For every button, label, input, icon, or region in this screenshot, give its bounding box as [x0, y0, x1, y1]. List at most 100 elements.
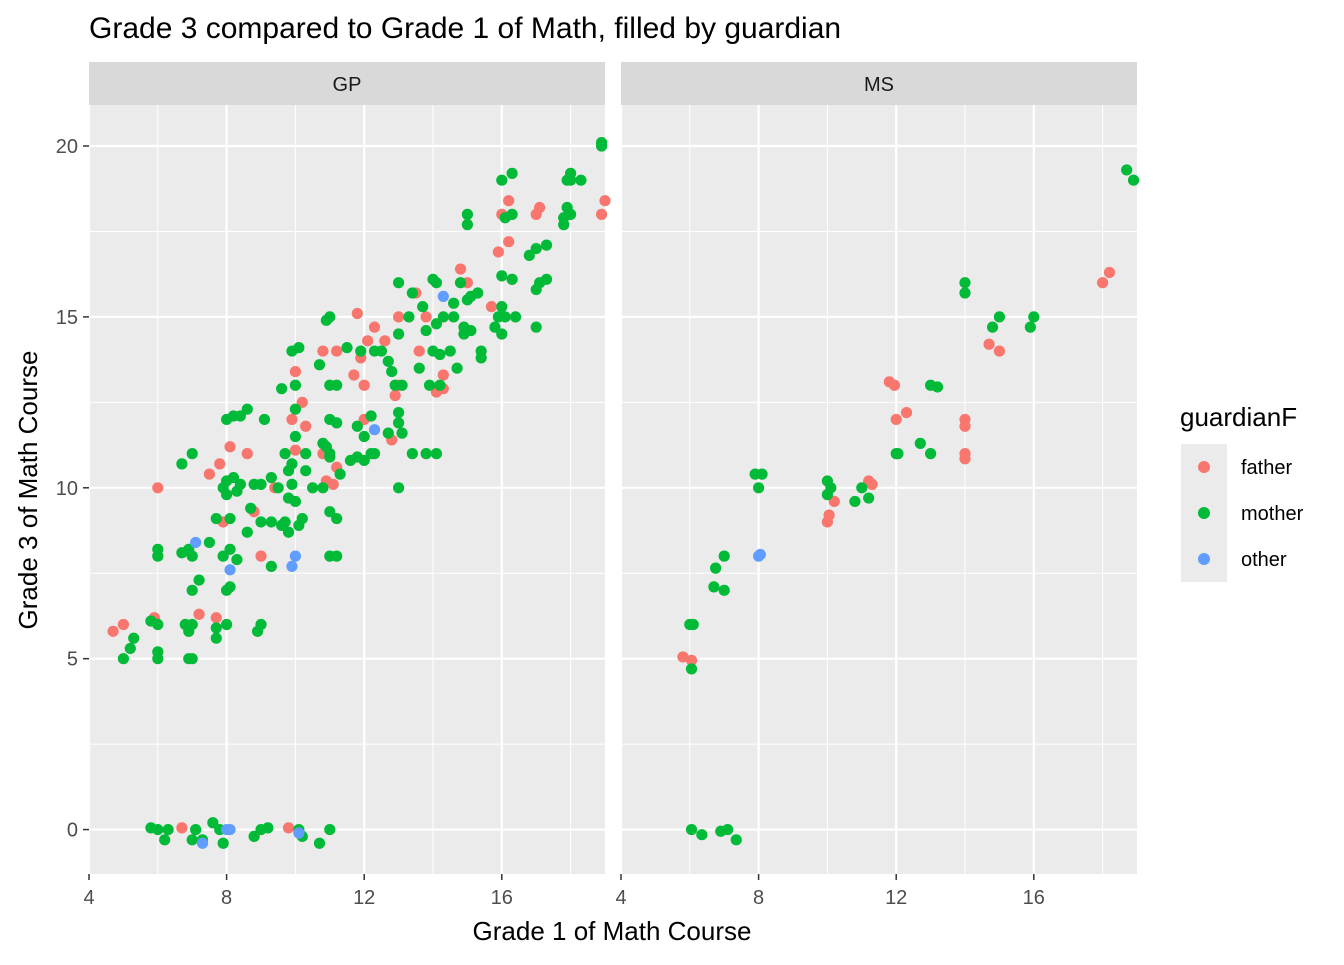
point-mother-gp [221, 618, 233, 631]
point-mother-gp [393, 407, 405, 419]
point-mother-gp [506, 273, 518, 285]
point-mother-gp [207, 817, 219, 829]
point-mother-gp [472, 287, 484, 299]
point-mother-gp [221, 489, 233, 501]
point-mother-ms [856, 482, 868, 494]
point-father-gp [595, 208, 608, 220]
point-mother-ms [849, 495, 861, 508]
x-tick-label: 4 [615, 887, 626, 909]
point-mother-ms [685, 823, 698, 836]
point-father-gp [286, 413, 298, 426]
point-mother-ms [710, 562, 722, 574]
point-mother-ms [718, 550, 730, 562]
point-mother-gp [496, 174, 508, 186]
point-mother-gp [499, 311, 511, 323]
point-other-gp [437, 290, 449, 302]
point-mother-gp [382, 427, 394, 439]
point-mother-gp [523, 249, 535, 261]
point-father-gp [503, 236, 515, 248]
point-mother-gp [265, 471, 277, 484]
point-mother-gp [313, 359, 326, 371]
point-mother-gp [406, 287, 418, 299]
point-mother-gp [461, 208, 473, 220]
point-mother-gp [451, 362, 463, 374]
point-mother-gp [565, 208, 577, 220]
point-father-gp [117, 618, 129, 631]
point-mother-gp [530, 321, 542, 333]
point-father-gp [176, 822, 188, 834]
chart-title: Grade 3 compared to Grade 1 of Math, fil… [89, 12, 841, 45]
point-mother-gp [358, 430, 370, 443]
y-tick-label: 5 [67, 649, 78, 671]
point-father-gp [193, 608, 205, 620]
point-mother-gp [496, 328, 508, 340]
point-mother-gp [351, 420, 363, 432]
point-mother-gp [265, 560, 277, 573]
point-father-ms [823, 509, 835, 521]
point-father-ms [900, 407, 913, 419]
point-mother-gp [255, 516, 267, 528]
point-other-gp [368, 424, 381, 436]
point-father-gp [389, 389, 401, 402]
x-tick-label: 12 [885, 887, 907, 909]
point-father-ms [983, 338, 995, 350]
point-mother-ms [696, 829, 708, 841]
point-mother-gp [217, 837, 229, 849]
point-father-gp [107, 625, 119, 637]
x-axis-ticks-gp: 4 8 12 16 [83, 874, 513, 909]
point-mother-gp [489, 321, 501, 333]
point-father-gp [152, 482, 164, 494]
point-mother-gp [448, 297, 460, 309]
point-mother-gp [437, 311, 449, 323]
point-father-gp [241, 448, 253, 460]
point-mother-ms [730, 834, 742, 846]
point-mother-ms [1024, 321, 1036, 333]
point-mother-gp [300, 465, 312, 477]
point-mother-gp [420, 448, 432, 460]
point-mother-gp [365, 410, 377, 422]
point-mother-gp [313, 837, 326, 849]
point-mother-gp [262, 822, 274, 834]
point-mother-gp [241, 403, 253, 415]
panel-background-ms [621, 105, 1137, 874]
point-mother-ms [931, 381, 944, 393]
point-mother-ms [1121, 164, 1133, 176]
point-mother-gp [231, 553, 243, 566]
point-mother-gp [396, 427, 408, 439]
point-father-gp [358, 379, 370, 391]
point-mother-gp [152, 823, 164, 836]
point-mother-gp [186, 653, 198, 665]
legend-items: father mother other [1198, 457, 1304, 571]
point-father-gp [348, 369, 360, 381]
point-mother-gp [162, 823, 174, 836]
point-father-ms [890, 413, 902, 426]
point-father-gp [317, 345, 329, 357]
point-mother-gp [324, 311, 336, 323]
point-other-gp [190, 536, 202, 549]
point-mother-ms [863, 492, 875, 504]
legend-key-mother [1198, 507, 1210, 519]
point-father-gp [300, 420, 312, 432]
point-mother-ms [1028, 311, 1040, 323]
point-father-gp [214, 458, 226, 470]
point-mother-ms [986, 321, 999, 333]
y-tick-label: 15 [56, 307, 78, 329]
point-mother-gp [300, 448, 312, 460]
point-mother-ms [892, 448, 904, 460]
point-mother-gp [540, 239, 553, 251]
strip-background-gp [89, 62, 605, 105]
point-mother-gp [190, 823, 202, 836]
legend-label-other: other [1241, 549, 1287, 571]
point-father-gp [331, 345, 343, 357]
point-mother-gp [234, 478, 246, 490]
point-other-gp [286, 560, 298, 573]
point-mother-gp [509, 311, 522, 323]
legend-title: guardianF [1180, 402, 1297, 432]
point-mother-gp [406, 448, 418, 460]
point-father-gp [296, 396, 308, 408]
point-mother-gp [124, 642, 136, 655]
point-mother-gp [245, 502, 257, 514]
point-mother-gp [444, 345, 456, 357]
point-mother-gp [289, 495, 301, 508]
point-mother-gp [210, 632, 222, 644]
